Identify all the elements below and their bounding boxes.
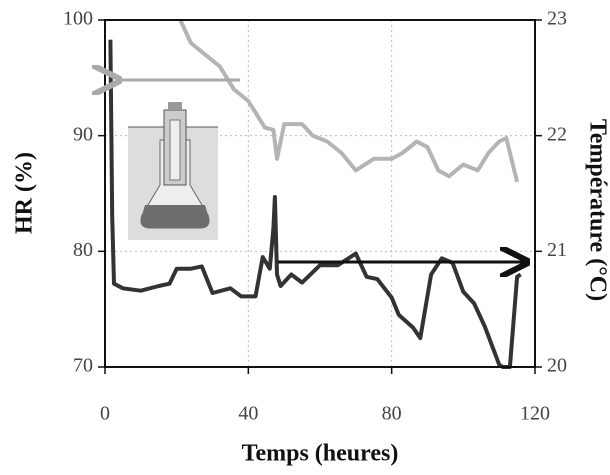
y-axis-label: HR (%): [12, 152, 38, 234]
series-line: [178, 19, 520, 183]
x-tick-label: 80: [382, 403, 402, 425]
y-tick-label: 80: [73, 239, 93, 261]
inset-icon: [128, 102, 218, 240]
x-axis-label: Temps (heures): [242, 441, 399, 467]
y-tick-label: 100: [63, 8, 93, 30]
y2-tick-label: 21: [547, 239, 567, 261]
x-tick-label: 40: [238, 403, 258, 425]
plot-frame: [104, 19, 536, 368]
x-tick-label: 0: [100, 403, 110, 425]
y-tick-label: 70: [73, 355, 93, 377]
series-line: [108, 39, 522, 369]
x-tick-label: 120: [520, 403, 550, 425]
y-tick-label: 90: [73, 123, 93, 145]
y2-axis-label: Température (°C): [584, 119, 610, 301]
y2-tick-label: 20: [547, 355, 567, 377]
y2-tick-label: 23: [547, 8, 567, 30]
y2-tick-label: 22: [547, 123, 567, 145]
